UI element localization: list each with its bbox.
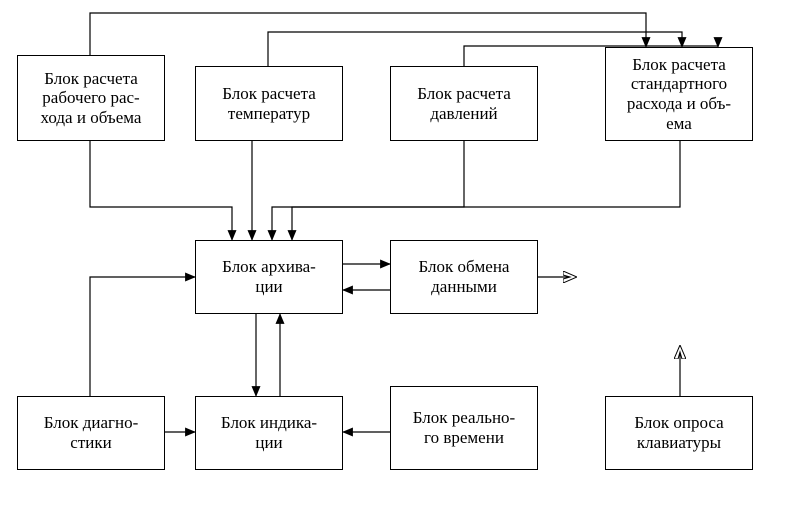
node-n2: Блок расчета температур — [195, 66, 343, 141]
node-n8: Блок индика- ции — [195, 396, 343, 470]
node-label: Блок расчета рабочего рас- хода и объема — [22, 69, 160, 128]
edge-e1 — [90, 13, 646, 55]
node-label: Блок расчета стандартного расхода и объ-… — [610, 55, 748, 133]
node-n5: Блок архива- ции — [195, 240, 343, 314]
node-n3: Блок расчета давлений — [390, 66, 538, 141]
edge-e11 — [90, 277, 195, 396]
node-label: Блок обмена данными — [395, 257, 533, 296]
node-n6: Блок обмена данными — [390, 240, 538, 314]
node-label: Блок диагно- стики — [44, 413, 139, 452]
edge-e6 — [272, 141, 464, 240]
edge-e7 — [292, 141, 680, 240]
node-n9: Блок реально- го времени — [390, 386, 538, 470]
node-label: Блок индика- ции — [221, 413, 317, 452]
diagram-canvas: Блок расчета рабочего рас- хода и объема… — [0, 0, 789, 508]
node-label: Блок расчета давлений — [395, 84, 533, 123]
node-label: Блок реально- го времени — [413, 408, 515, 447]
node-label: Блок опроса клавиатуры — [610, 413, 748, 452]
node-n10: Блок опроса клавиатуры — [605, 396, 753, 470]
node-n4: Блок расчета стандартного расхода и объ-… — [605, 47, 753, 141]
node-n7: Блок диагно- стики — [17, 396, 165, 470]
node-label: Блок расчета температур — [200, 84, 338, 123]
node-n1: Блок расчета рабочего рас- хода и объема — [17, 55, 165, 141]
edge-e4 — [90, 141, 232, 240]
node-label: Блок архива- ции — [222, 257, 316, 296]
